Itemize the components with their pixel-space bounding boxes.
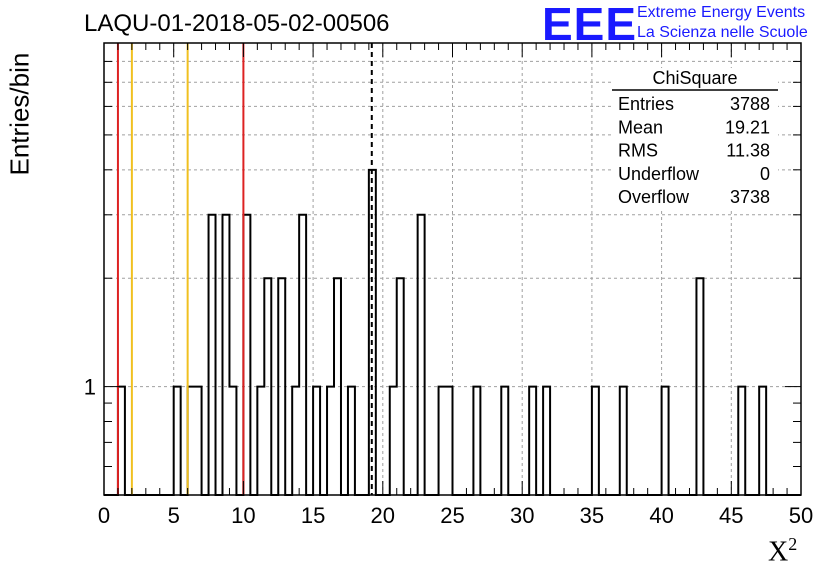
x-tick-label: 25 [440, 503, 464, 528]
x-axis-label-symbol: X [768, 536, 789, 568]
eee-logo-line2: La Scienza nelle Scuole [637, 24, 808, 41]
stats-row-label: Entries [618, 94, 674, 114]
eee-logo-line1: Extreme Energy Events [637, 4, 806, 21]
stats-row-label: Underflow [618, 164, 700, 184]
histogram-bin [662, 387, 669, 495]
stats-row-value: 11.38 [726, 141, 770, 161]
histogram-bin [195, 387, 202, 495]
stats-row-label: RMS [618, 141, 658, 161]
histogram-bin [529, 387, 536, 495]
histogram-bin [418, 215, 425, 495]
histogram-bin [209, 215, 216, 495]
x-tick-label: 0 [98, 503, 110, 528]
histogram-bin [299, 215, 306, 495]
histogram-bin [397, 278, 404, 495]
histogram-bin [327, 387, 334, 495]
histogram-bin [188, 387, 195, 495]
histogram-bin [174, 387, 181, 495]
histogram-bin [620, 387, 627, 495]
histogram-bin [759, 387, 766, 495]
histogram-bin [292, 387, 299, 495]
stats-box [612, 68, 778, 210]
histogram-outline [104, 168, 801, 496]
x-tick-label: 5 [168, 503, 180, 528]
histogram-bin [243, 215, 250, 495]
histogram-bin [264, 278, 271, 495]
eee-logo-mark: EEE [542, 0, 638, 50]
x-tick-label: 30 [510, 503, 534, 528]
x-tick-label: 45 [719, 503, 743, 528]
histogram-bin [738, 387, 745, 495]
y-tick-label: 1 [84, 375, 96, 400]
x-axis-label: X2 [768, 534, 797, 568]
histogram-bin [118, 387, 125, 495]
histogram-bin [348, 387, 355, 495]
x-tick-label: 35 [580, 503, 604, 528]
stats-row-label: Overflow [618, 187, 690, 207]
x-tick-label: 10 [231, 503, 255, 528]
x-tick-label: 15 [301, 503, 325, 528]
histogram-bin [543, 387, 550, 495]
histogram-bin [257, 387, 264, 495]
stats-row-value: 3738 [730, 187, 770, 207]
histogram-bin [390, 387, 397, 495]
histogram-bin [278, 278, 285, 495]
x-axis-label-superscript: 2 [788, 534, 798, 554]
histogram-bin [696, 278, 703, 495]
chart-title: LAQU-01-2018-05-02-00506 [84, 10, 390, 37]
histogram-bin [334, 278, 341, 495]
stats-row-value: 3788 [730, 94, 770, 114]
histogram-bin [446, 387, 453, 495]
histogram-bin [229, 387, 236, 495]
stats-row-label: Mean [618, 117, 663, 137]
histogram-bin [501, 387, 508, 495]
histogram-bin [592, 387, 599, 495]
histogram-bin [222, 215, 229, 495]
stats-row-value: 19.21 [725, 117, 770, 137]
x-tick-label: 20 [371, 503, 395, 528]
histogram-bin [473, 387, 480, 495]
x-tick-label: 40 [649, 503, 673, 528]
histogram-bin [313, 387, 320, 495]
stats-box-title: ChiSquare [652, 68, 737, 88]
x-tick-label: 50 [789, 503, 813, 528]
histogram-bin [439, 387, 446, 495]
stats-row-value: 0 [760, 164, 770, 184]
